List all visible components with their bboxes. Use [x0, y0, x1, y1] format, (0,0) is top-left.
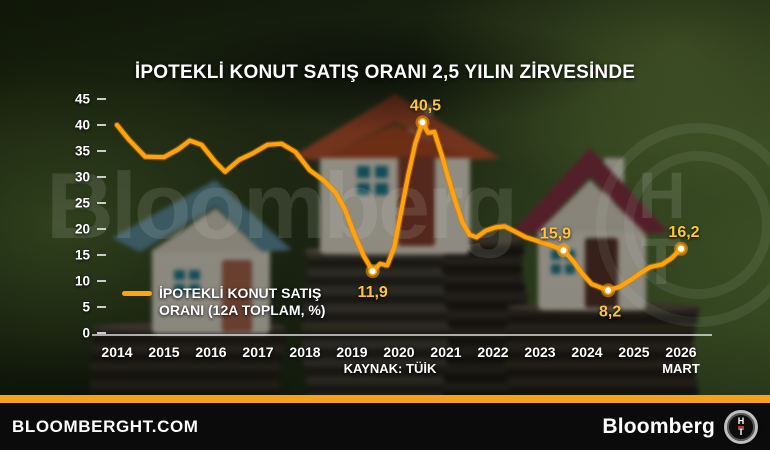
ht-logo-letter-h: H [737, 415, 745, 426]
ht-logo-red-bar [738, 425, 744, 428]
x-tick-label: 2020 [383, 344, 414, 360]
chart-legend: İPOTEKLİ KONUT SATIŞ ORANI (12A TOPLAM, … [122, 285, 325, 318]
data-label: 8,2 [599, 303, 621, 320]
data-label: 11,9 [358, 284, 388, 301]
x-tick-label: 2014 [101, 344, 132, 360]
bloomberg-watermark-text: Bloomberg [46, 153, 518, 258]
ht-watermark-letter-t: T [641, 224, 682, 298]
x-tick-sublabel: MART [662, 361, 700, 376]
x-tick-label: 2024 [571, 344, 602, 360]
y-tick-label: 5 [82, 300, 90, 315]
x-tick-label: 2018 [289, 344, 320, 360]
y-tick-label: 20 [75, 222, 90, 237]
y-tick-label: 45 [75, 92, 91, 107]
y-tick-label: 10 [75, 274, 90, 289]
x-tick-label: 2017 [242, 344, 273, 360]
y-tick-label: 35 [75, 144, 91, 159]
x-tick-label: 2022 [477, 344, 508, 360]
ht-watermark-letter-h: H [638, 158, 686, 232]
footer-bar: BLOOMBERGHT.COM Bloomberg H T [0, 403, 770, 450]
data-label: 16,2 [668, 224, 699, 241]
bloomberg-wordmark: Bloomberg [602, 414, 715, 438]
marker-dot [605, 287, 612, 294]
y-tick-label: 25 [75, 196, 91, 211]
x-tick-label: 2026 [665, 344, 696, 360]
marker-dot [678, 245, 684, 252]
ht-watermark-ring-outer [596, 123, 770, 327]
footer-accent-strip [0, 395, 770, 403]
x-tick-label: 2021 [430, 344, 461, 360]
footer-brand-block: Bloomberg H T [602, 409, 758, 444]
y-tick-label: 30 [75, 170, 90, 185]
x-tick-label: 2015 [148, 344, 179, 360]
x-tick-label: 2025 [618, 344, 649, 360]
x-tick-label: 2016 [195, 344, 226, 360]
ht-logo-letter-t: T [738, 426, 744, 437]
marker-dot [560, 247, 567, 254]
x-tick-label: 2023 [524, 344, 555, 360]
y-tick-label: 0 [82, 326, 90, 341]
ht-watermark-ring-inner [624, 151, 770, 299]
y-tick-label: 40 [75, 118, 90, 133]
legend-line-swatch [122, 291, 152, 296]
y-tick-label: 15 [75, 248, 91, 263]
data-label: 40,5 [410, 97, 441, 114]
bloomberg-ht-logo-icon: H T [724, 409, 758, 444]
x-tick-label: 2019 [336, 344, 367, 360]
marker-dot [419, 119, 426, 126]
footer-url: BLOOMBERGHT.COM [12, 416, 199, 436]
chart-title: İPOTEKLİ KONUT SATIŞ ORANI 2,5 YILIN ZİR… [134, 62, 636, 83]
source-note: KAYNAK: TÜİK [343, 361, 437, 376]
legend-label: İPOTEKLİ KONUT SATIŞ ORANI (12A TOPLAM, … [159, 285, 325, 318]
data-label: 15,9 [540, 225, 571, 242]
marker-dot [369, 268, 376, 275]
legend-label-line1: İPOTEKLİ KONUT SATIŞ [159, 285, 322, 301]
legend-label-line2: ORANI (12A TOPLAM, %) [159, 301, 326, 318]
